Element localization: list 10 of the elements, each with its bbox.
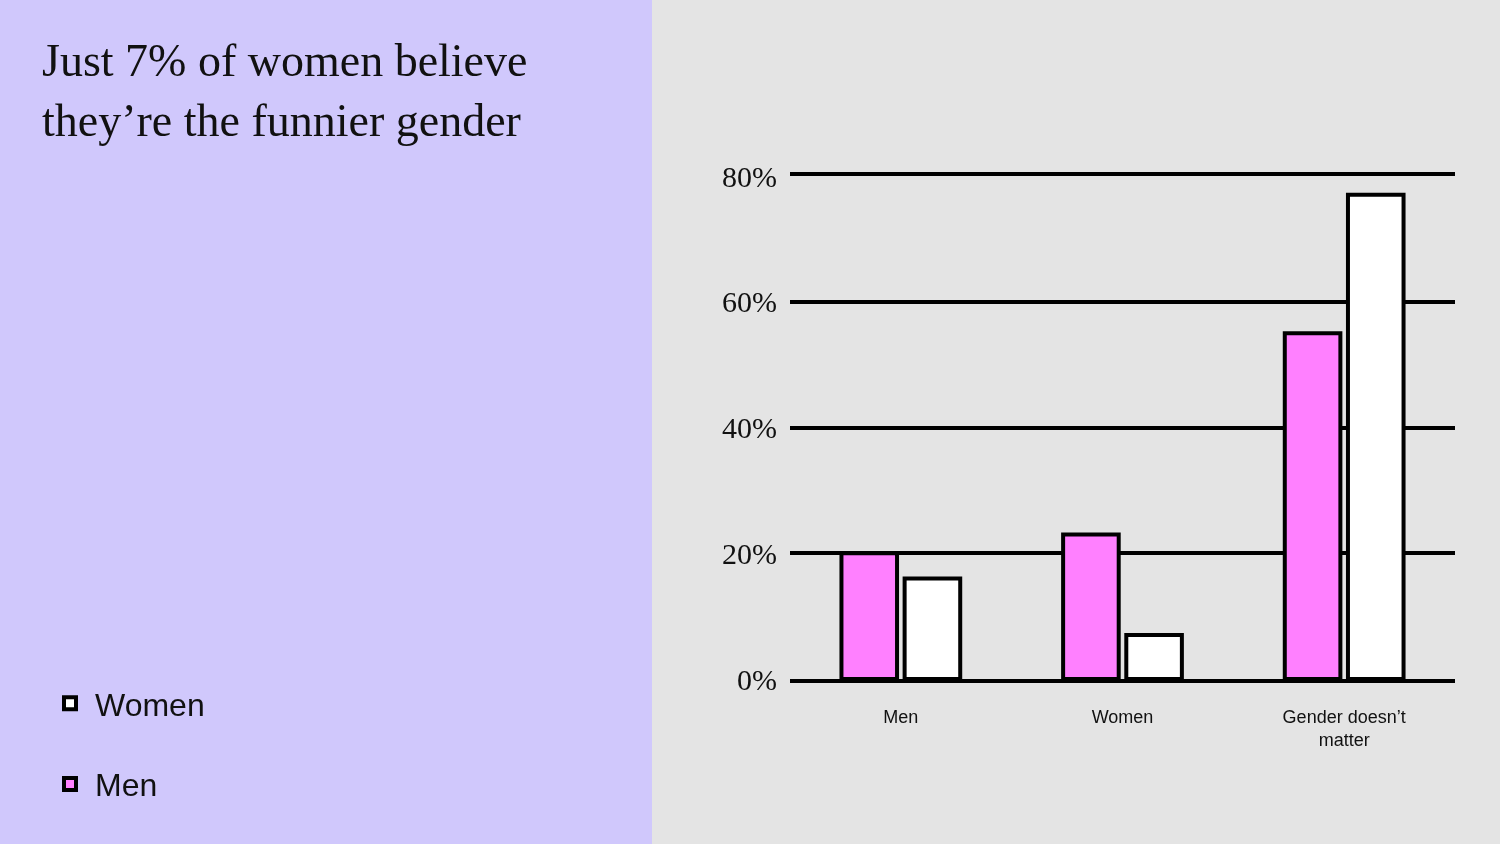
x-tick-label: Gender doesn’t matter (1282, 706, 1406, 750)
x-tick-label: Women (1091, 706, 1154, 727)
y-tick-label: 0% (737, 662, 777, 696)
y-tick-label: 80% (722, 159, 777, 193)
text: Just 7% of women believe they’re the funnier gender (42, 34, 528, 146)
y-tick-label: 20% (722, 536, 777, 570)
x-tick-label: Men (883, 706, 919, 727)
legend-label: Men (95, 767, 158, 804)
y-tick-label: 60% (722, 285, 777, 319)
y-tick-label: 40% (722, 411, 777, 444)
